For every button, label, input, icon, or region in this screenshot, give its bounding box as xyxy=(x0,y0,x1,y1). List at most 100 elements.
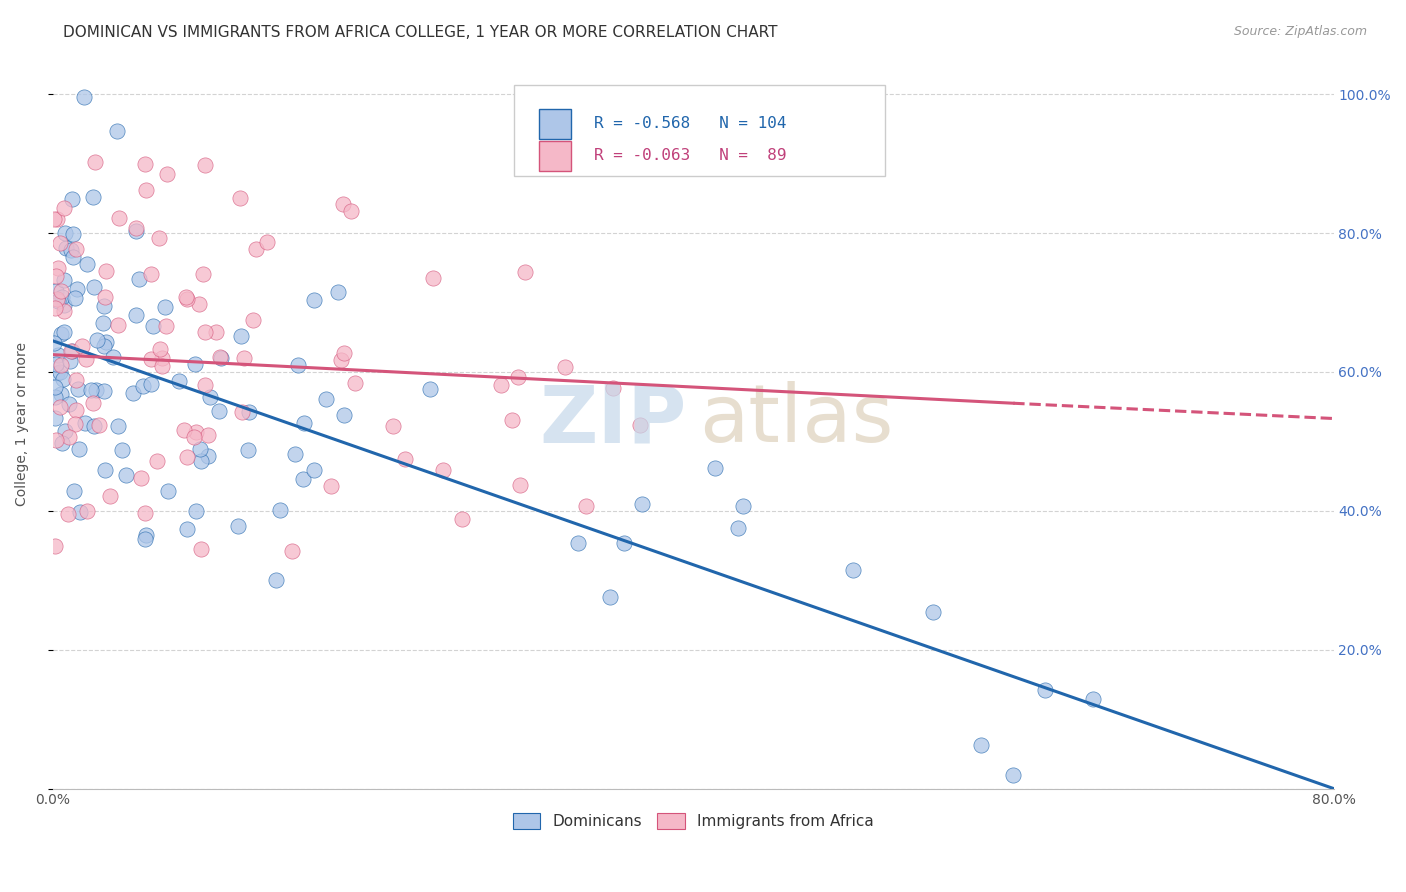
Point xyxy=(304,463,326,477)
Point xyxy=(45,433,67,447)
Text: R = -0.063   N =  89: R = -0.063 N = 89 xyxy=(595,148,787,163)
Point xyxy=(141,267,163,281)
Point xyxy=(186,425,208,439)
Point xyxy=(76,257,98,271)
Point xyxy=(45,292,67,306)
Point xyxy=(231,404,253,418)
Point xyxy=(49,284,72,298)
FancyBboxPatch shape xyxy=(513,85,886,177)
Point xyxy=(82,190,104,204)
Point xyxy=(150,351,173,365)
Point xyxy=(970,739,993,753)
Point xyxy=(156,167,179,181)
Point xyxy=(245,243,267,257)
Point xyxy=(332,196,354,211)
Point xyxy=(44,301,66,316)
Point xyxy=(53,226,76,240)
Point xyxy=(65,243,87,257)
Point xyxy=(52,273,75,287)
Point xyxy=(599,591,621,605)
Point xyxy=(319,479,342,493)
Point xyxy=(183,430,205,444)
Point xyxy=(44,212,66,227)
Point xyxy=(86,334,108,348)
Point xyxy=(46,367,69,381)
Point xyxy=(60,192,83,206)
Point xyxy=(53,303,76,318)
Point xyxy=(191,268,214,282)
Point xyxy=(122,385,145,400)
Point xyxy=(287,358,309,372)
Point xyxy=(52,298,75,312)
Point xyxy=(49,236,72,251)
Point xyxy=(44,390,66,404)
Point xyxy=(176,522,198,536)
Point xyxy=(515,265,537,279)
Point xyxy=(105,124,128,138)
Bar xyxy=(540,141,571,171)
Point xyxy=(44,379,66,393)
Point xyxy=(242,312,264,326)
Point xyxy=(135,528,157,542)
Point xyxy=(155,318,177,333)
Point xyxy=(45,212,67,227)
Point xyxy=(727,520,749,534)
Point xyxy=(148,231,170,245)
Point xyxy=(49,326,72,341)
Point xyxy=(174,289,197,303)
Text: atlas: atlas xyxy=(699,382,894,459)
Point xyxy=(91,316,114,330)
Point xyxy=(602,381,624,395)
Point xyxy=(176,293,198,307)
Point xyxy=(49,359,72,373)
Point xyxy=(63,417,86,432)
Point xyxy=(59,344,82,359)
Point xyxy=(107,211,129,225)
Point xyxy=(315,392,337,406)
Point xyxy=(82,396,104,410)
Point xyxy=(51,435,73,450)
Point xyxy=(53,325,76,339)
Point xyxy=(89,417,111,432)
Point xyxy=(554,359,576,374)
Point xyxy=(226,518,249,533)
Point xyxy=(141,352,163,367)
Point xyxy=(231,328,253,343)
Point xyxy=(93,384,115,399)
Point xyxy=(198,390,221,404)
Point xyxy=(197,450,219,464)
Point xyxy=(343,376,366,390)
Point xyxy=(60,243,83,257)
Point xyxy=(53,424,76,438)
Point xyxy=(45,284,67,298)
Point xyxy=(176,450,198,464)
Point xyxy=(238,442,260,457)
Point xyxy=(93,299,115,313)
Point xyxy=(142,319,165,334)
Point xyxy=(75,416,97,430)
Point xyxy=(381,418,404,433)
Point xyxy=(167,374,190,388)
Point xyxy=(67,382,90,396)
Point xyxy=(326,285,349,300)
Point xyxy=(1083,691,1105,706)
Point xyxy=(62,483,84,498)
Point xyxy=(186,503,208,517)
Point xyxy=(83,280,105,294)
Point xyxy=(45,358,67,372)
Point xyxy=(190,453,212,467)
Point xyxy=(146,454,169,468)
Point xyxy=(107,318,129,332)
Point xyxy=(52,372,75,386)
Point xyxy=(292,416,315,430)
Point xyxy=(132,379,155,393)
Point xyxy=(922,605,945,619)
Point xyxy=(49,387,72,401)
Point xyxy=(94,463,117,477)
Point xyxy=(84,155,107,169)
Point xyxy=(134,506,156,520)
Point xyxy=(141,377,163,392)
Point xyxy=(59,353,82,368)
Point xyxy=(44,410,66,425)
Point xyxy=(107,419,129,434)
